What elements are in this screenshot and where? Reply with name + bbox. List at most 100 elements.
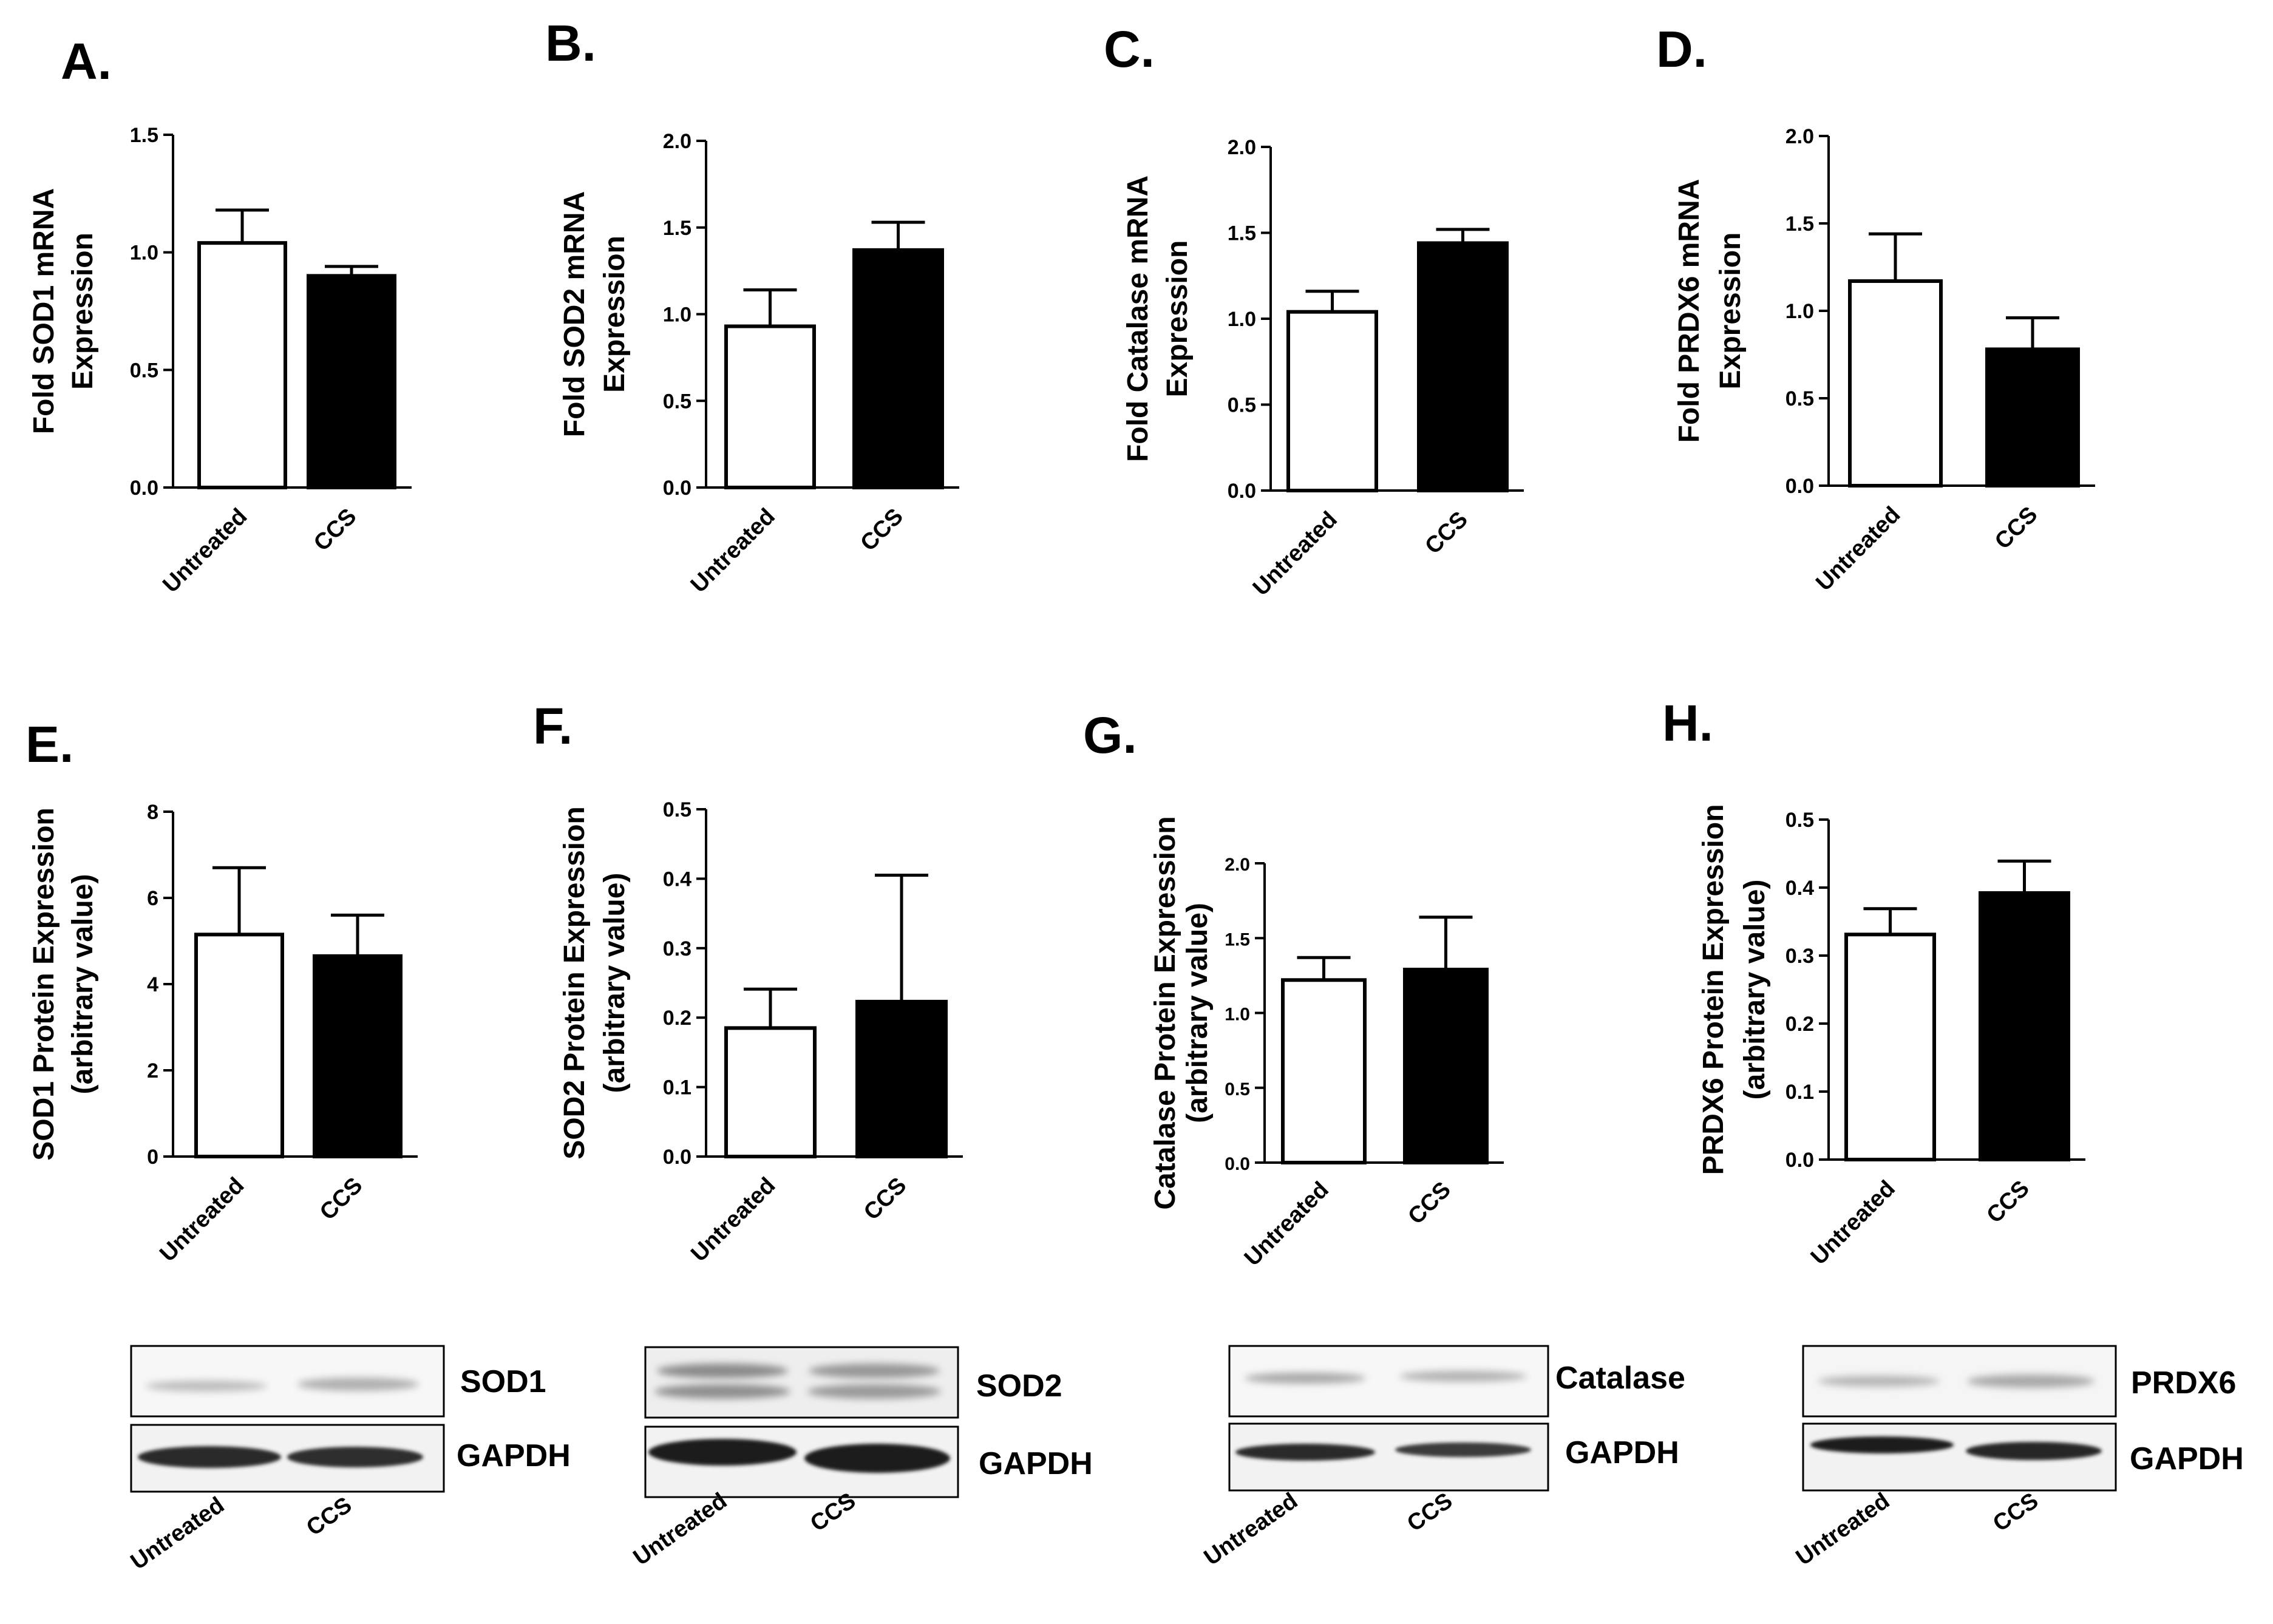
bar-G-untreated <box>1281 978 1367 1165</box>
blot-sod2-target-label: SOD2 <box>976 1368 1062 1404</box>
blot-catalase: Catalase GAPDH Untreated CCS <box>1200 1345 1685 1571</box>
y-tick-label-E: 8 <box>147 801 158 824</box>
bar-C-untreated <box>1286 310 1378 492</box>
panel-label-A: A. <box>61 33 112 90</box>
y-tick-label-A: 0.5 <box>130 359 158 382</box>
panel-H: H. 0.0 0.1 0.2 0.3 0.4 0.5 PRDX6 Protein Expre… <box>1662 695 2085 1270</box>
y-axis-title-E: SOD1 Protein Expression <box>28 807 60 1161</box>
y-axis-subtitle-G: (arbitrary value) <box>1181 903 1214 1123</box>
blot-sod2-band <box>809 1364 940 1378</box>
panel-label-E: E. <box>25 716 73 773</box>
bar-C-ccs <box>1417 241 1509 492</box>
y-axis-title-C: Fold Catalase mRNA <box>1122 175 1154 462</box>
blot-sod1-lane-ccs: CCS <box>302 1492 356 1541</box>
y-tick-label-E: 2 <box>147 1059 158 1082</box>
blot-catalase-band <box>1399 1371 1527 1382</box>
y-axis-subtitle-D: Expression <box>1714 233 1747 390</box>
blot-prdx6-band <box>1967 1374 2095 1388</box>
blot-prdx6-gapdh-band <box>1966 1442 2102 1460</box>
y-tick-label-H: 0.4 <box>1785 877 1814 900</box>
plot-C: 0.0 0.5 1.0 1.5 2.0 Fold Catalase mRNA Express… <box>1122 136 1524 601</box>
y-axis-subtitle-C: Expression <box>1161 240 1194 398</box>
x-category-label-G: Untreated <box>1240 1177 1334 1271</box>
y-tick-label-D: 2.0 <box>1785 125 1814 148</box>
y-tick-label-C: 1.0 <box>1228 308 1256 331</box>
blot-sod1-gapdh-band <box>138 1446 281 1468</box>
x-category-label-C: CCS <box>1420 507 1472 559</box>
blot-sod1-band <box>146 1381 267 1391</box>
plot-D: 0.0 0.5 1.0 1.5 2.0 Fold PRDX6 mRNA Expression… <box>1673 125 2095 596</box>
blot-prdx6-gapdh-label: GAPDH <box>2130 1441 2244 1476</box>
x-category-label-E: Untreated <box>155 1173 249 1267</box>
x-category-label-F: Untreated <box>686 1173 780 1267</box>
panel-B: B. 0.0 0.5 1.0 1.5 2.0 Fold SOD2 mRNA Expressi… <box>545 15 959 598</box>
y-tick-label-A: 1.5 <box>130 124 158 147</box>
bar-E-ccs <box>313 954 403 1158</box>
y-tick-label-A: 1.0 <box>130 242 158 265</box>
blot-sod2-band <box>657 1364 788 1378</box>
blot-sod2-band <box>807 1384 941 1399</box>
y-axis-subtitle-B: Expression <box>599 236 631 393</box>
y-tick-label-B: 2.0 <box>663 130 691 153</box>
bar-B-ccs <box>852 248 944 489</box>
panel-F: F. 0.0 0.1 0.2 0.3 0.4 0.5 SOD2 Protein Expres… <box>533 698 963 1267</box>
x-category-label-C: Untreated <box>1248 507 1342 601</box>
y-tick-label-F: 0.2 <box>663 1007 691 1030</box>
y-tick-label-F: 0.5 <box>663 798 691 821</box>
y-tick-label-H: 0.2 <box>1785 1013 1814 1036</box>
y-tick-label-G: 0.0 <box>1225 1154 1250 1174</box>
blot-catalase-lane-ccs: CCS <box>1402 1488 1457 1537</box>
panel-C: C. 0.0 0.5 1.0 1.5 2.0 Fold Catalase mRNA Expr… <box>1104 21 1524 601</box>
x-category-label-D: Untreated <box>1811 502 1905 596</box>
y-tick-label-H: 0.3 <box>1785 945 1814 968</box>
y-axis-subtitle-E: (arbitrary value) <box>67 874 99 1095</box>
y-axis-title-F: SOD2 Protein Expression <box>559 806 591 1160</box>
y-tick-label-E: 6 <box>147 887 158 910</box>
plot-H: 0.0 0.1 0.2 0.3 0.4 0.5 PRDX6 Protein Expressi… <box>1697 804 2085 1270</box>
bar-B-untreated <box>724 324 816 489</box>
y-axis-title-D: Fold PRDX6 mRNA <box>1673 179 1705 443</box>
panel-label-G: G. <box>1083 707 1137 764</box>
blot-sod2-gapdh-label: GAPDH <box>979 1446 1093 1481</box>
blot-catalase-gapdh-label: GAPDH <box>1565 1435 1679 1470</box>
blot-sod2: SOD2 GAPDH Untreated CCS <box>629 1346 1093 1571</box>
blot-sod1-target-label: SOD1 <box>460 1364 546 1399</box>
blot-catalase-gapdh-band <box>1395 1442 1531 1457</box>
y-tick-label-F: 0.4 <box>663 868 691 891</box>
y-tick-label-A: 0.0 <box>130 477 158 500</box>
bar-F-ccs <box>855 999 948 1158</box>
bar-D-ccs <box>1985 347 2080 488</box>
y-tick-label-E: 4 <box>147 973 158 996</box>
y-tick-label-H: 0.5 <box>1785 809 1814 832</box>
blot-sod1-lane-untreated: Untreated <box>126 1492 229 1575</box>
y-tick-label-D: 1.0 <box>1785 300 1814 323</box>
blot-catalase-gapdh-band <box>1235 1444 1375 1461</box>
bar-H-untreated <box>1844 933 1936 1162</box>
y-tick-label-F: 0.1 <box>663 1076 691 1099</box>
x-category-label-F: CCS <box>859 1173 911 1225</box>
x-category-label-A: Untreated <box>158 504 252 598</box>
blot-sod1-gapdh-label: GAPDH <box>457 1438 571 1473</box>
y-tick-label-G: 0.5 <box>1225 1079 1250 1099</box>
blot-sod2-target-box <box>644 1346 959 1419</box>
y-axis-title-A: Fold SOD1 mRNA <box>28 188 60 434</box>
panel-A: A. 0.0 0.5 1.0 1.5 Fold SOD1 mRNA Expression U… <box>28 33 412 598</box>
blot-prdx6-target-label: PRDX6 <box>2131 1365 2236 1401</box>
y-tick-label-F: 0.0 <box>663 1146 691 1169</box>
y-tick-label-B: 0.0 <box>663 477 691 500</box>
y-tick-label-C: 0.0 <box>1228 480 1256 503</box>
y-axis-subtitle-F: (arbitrary value) <box>599 873 631 1093</box>
bar-D-untreated <box>1848 279 1943 488</box>
blot-prdx6-lane-untreated: Untreated <box>1792 1488 1894 1571</box>
blot-prdx6-gapdh-band <box>1810 1436 1954 1453</box>
y-tick-label-B: 0.5 <box>663 390 691 413</box>
y-axis-title-B: Fold SOD2 mRNA <box>559 191 591 437</box>
panel-label-B: B. <box>545 15 596 72</box>
blot-sod2-gapdh-band <box>648 1439 797 1466</box>
blot-sod2-band <box>654 1384 790 1399</box>
x-category-label-B: CCS <box>855 504 908 556</box>
y-tick-label-H: 0.0 <box>1785 1149 1814 1172</box>
blot-sod1: SOD1 GAPDH Untreated CCS <box>126 1345 571 1575</box>
bar-E-untreated <box>194 933 284 1158</box>
bar-G-ccs <box>1403 968 1489 1164</box>
